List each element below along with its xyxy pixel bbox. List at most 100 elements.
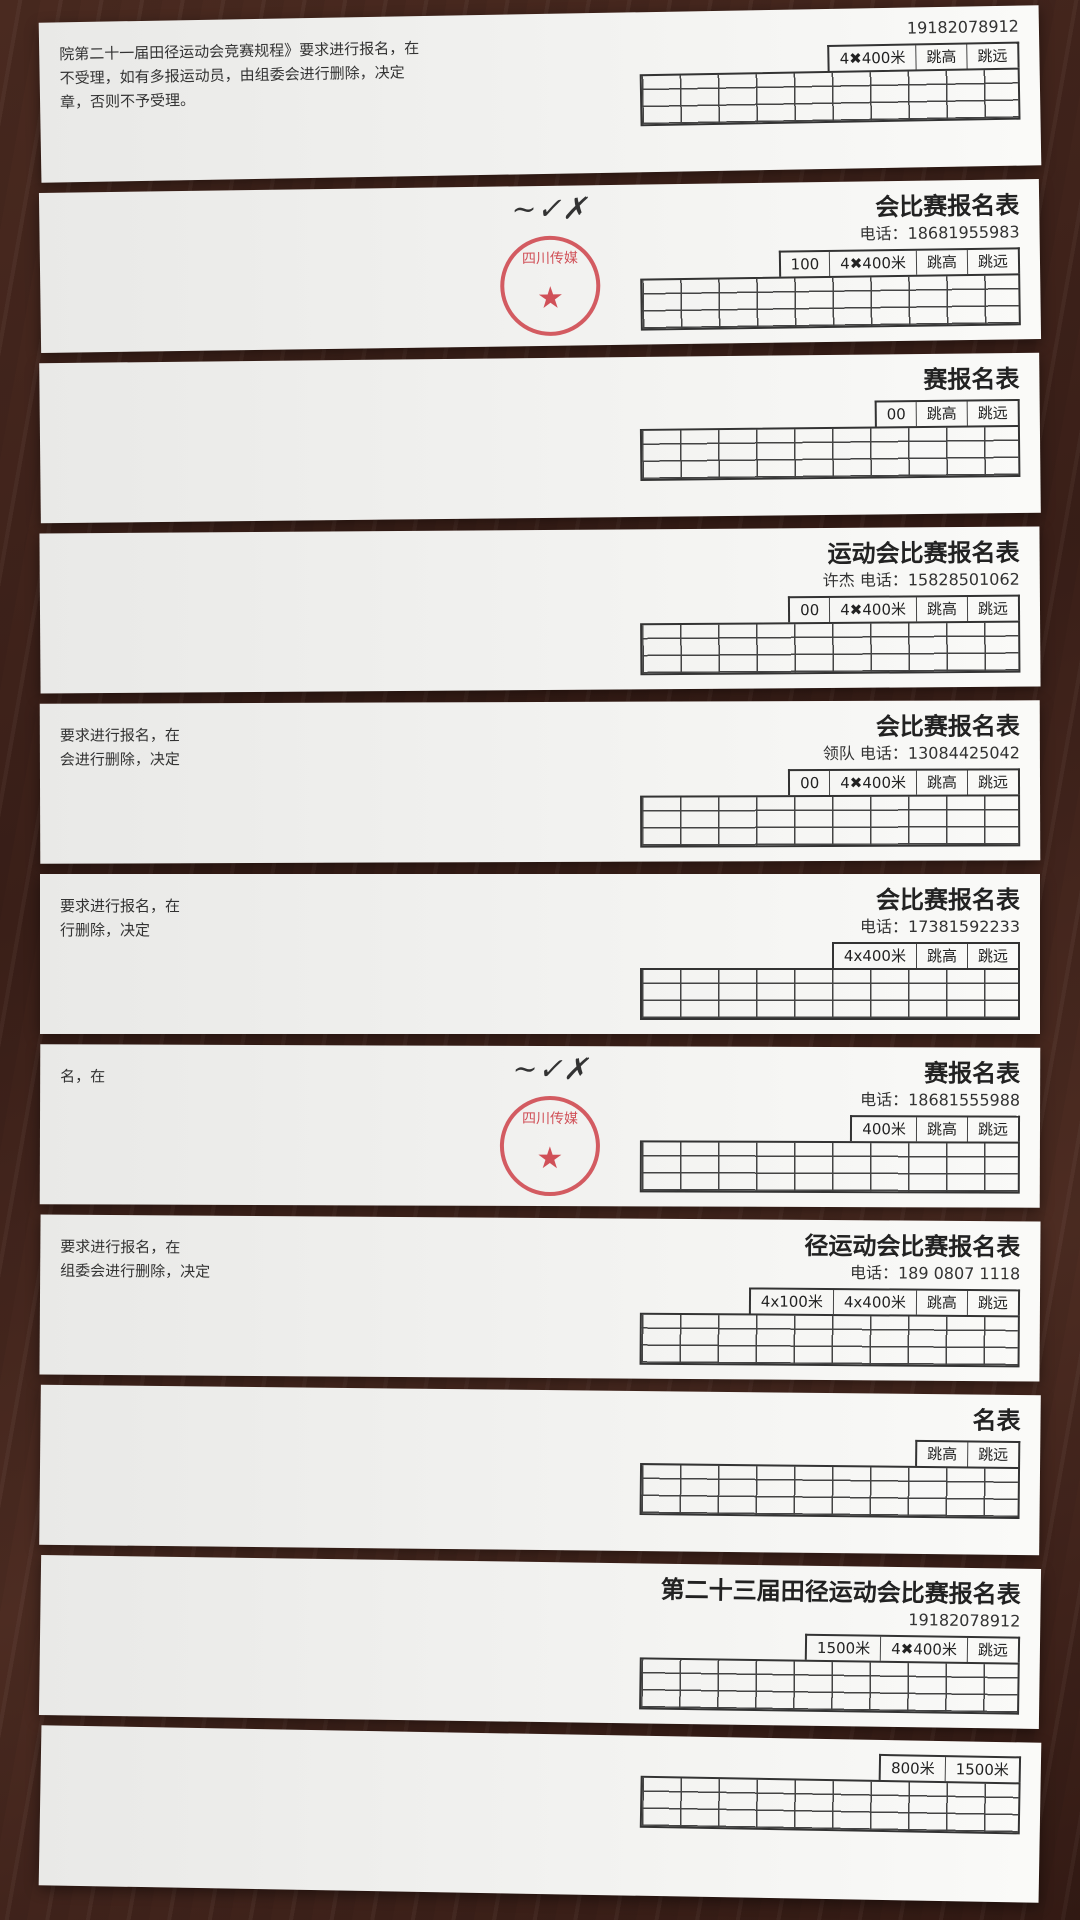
form-title: 会比赛报名表 [875, 190, 1020, 222]
note-line: 名，在 [60, 1067, 106, 1086]
form-header: 径运动会比赛报名表 电话：189 0807 1118 4x100米 4x400米 跳高跳… [620, 1229, 1021, 1368]
note-line: 行删除，决定 [60, 921, 151, 939]
table-header-cell: 800米 [890, 1759, 935, 1778]
entry-table [639, 424, 1021, 481]
table-header-cells: 跳高 跳远 [915, 1439, 1021, 1468]
entry-table [640, 620, 1021, 676]
form-header: 会比赛报名表 领队 电话：13084425042 00 4✖400米 跳高 跳远 [620, 710, 1021, 848]
entry-table [639, 1775, 1021, 1835]
form-header: 运动会比赛报名表 许杰 电话：15828501062 00 4✖400米 跳高 跳远 [620, 537, 1021, 676]
stamp-area: ~✓✗ 四川传媒 ★ [470, 1050, 631, 1203]
red-official-stamp: 四川传媒 ★ [499, 235, 601, 337]
table-header-cell: 100 [790, 255, 820, 274]
form-notes: 名，在 [60, 1064, 460, 1089]
contact-phone: 许杰 电话：15828501062 [822, 569, 1020, 591]
registration-form-sheet: ~✓✗ 四川传媒 ★ 会比赛报名表 电话：18681955983 100 4✖400米 跳高跳… [38, 179, 1042, 353]
contact-phone: 电话：18681555988 [860, 1090, 1021, 1110]
form-notes: 要求进行报名，在 行删除，决定 [60, 894, 460, 942]
contact-phone: 19182078912 [908, 1610, 1021, 1631]
table-header-cell: 00 [800, 601, 820, 620]
stamp-star-icon: ★ [536, 1140, 564, 1177]
table-header-cell: 1500米 [944, 1757, 1020, 1783]
table-header-cell: 跳远 [966, 770, 1019, 795]
stamp-area: ~✓✗ 四川传媒 ★ [469, 189, 631, 343]
form-header: 赛报名表 电话：18681555988 400米 跳高 跳远 [620, 1056, 1021, 1194]
note-line: 组委会进行删除，决定 [60, 1261, 211, 1281]
stamp-lettering: 四川传媒 [521, 250, 579, 268]
form-header: 会比赛报名表 电话：17381592233 4x400米 跳高 跳远 [620, 884, 1020, 1020]
table-header-cell: 400米 [862, 1120, 906, 1139]
table-header-cells: 00 4✖400米 跳高 跳远 [788, 594, 1021, 623]
handwritten-signature: ~✓✗ [511, 191, 588, 228]
contact-phone: 电话：18681955983 [859, 222, 1020, 244]
red-official-stamp: 四川传媒 ★ [499, 1095, 601, 1197]
form-title: 会比赛报名表 [875, 711, 1020, 741]
table-header-cells: 1500米 4✖400米 跳远 [804, 1633, 1021, 1663]
contact-phone: 19182078912 [906, 16, 1020, 38]
table-header-cell: 跳远 [966, 1290, 1019, 1316]
form-notes: 院第二十一届田径运动会竞赛规程》要求进行报名，在 不受理，如有多报运动员，由组委会… [59, 35, 460, 114]
registration-form-sheet: 800米 1500米 [38, 1725, 1042, 1903]
form-title: 赛报名表 [923, 363, 1020, 394]
table-header-cell: 4✖400米 [829, 250, 917, 276]
entry-table [639, 1657, 1020, 1715]
registration-form-sheet: 运动会比赛报名表 许杰 电话：15828501062 00 4✖400米 跳高 跳远 [39, 526, 1041, 694]
registration-form-sheet: 名表 跳高 跳远 [39, 1384, 1041, 1556]
table-header-cell: 跳高 [915, 44, 967, 70]
table-header-cell: 跳远 [966, 43, 1018, 69]
table-header-cells: 00 跳高 跳远 [874, 398, 1020, 427]
contact-phone: 电话：189 0807 1118 [849, 1263, 1021, 1284]
handwritten-signature: ~✓✗ [512, 1051, 588, 1088]
form-title: 会比赛报名表 [876, 885, 1020, 914]
form-title: 运动会比赛报名表 [827, 537, 1020, 568]
form-title: 赛报名表 [924, 1058, 1021, 1088]
contact-phone: 领队 电话：13084425042 [822, 743, 1020, 764]
table-header-cell: 4x400米 [843, 947, 906, 965]
note-line: 要求进行报名，在 [60, 1237, 181, 1257]
table-header-cell: 跳高 [915, 944, 967, 968]
table-header-cell: 跳远 [967, 1442, 1019, 1468]
table-header-cells: 00 4✖400米 跳高 跳远 [788, 768, 1021, 796]
table-header-cell: 跳高 [915, 597, 968, 622]
entry-table [639, 1140, 1020, 1194]
entry-table [640, 968, 1020, 1020]
registration-form-sheet: 要求进行报名，在 行删除，决定 会比赛报名表电话：17381592233 4x400米… [40, 874, 1040, 1034]
table-header-cell: 00 [886, 405, 906, 424]
form-header: 名表 跳高 跳远 [620, 1401, 1021, 1520]
table-header-cell: 4✖400米 [829, 770, 917, 795]
table-header-cell: 4✖400米 [880, 1636, 968, 1662]
note-line: 要求进行报名，在 [59, 726, 180, 745]
table-header-cell: 跳远 [966, 400, 1018, 426]
table-header-cells: 800米 1500米 [878, 1753, 1022, 1783]
form-title: 径运动会比赛报名表 [804, 1230, 1021, 1262]
form-notes: 要求进行报名，在组委会进行删除，决定 [60, 1235, 460, 1286]
form-title: 第二十三届田径运动会比赛报名表 [660, 1574, 1021, 1609]
table-header-cell: 4✖400米 [839, 48, 906, 68]
form-header: 19182078912 4✖400米 跳高 跳远 [619, 16, 1021, 127]
note-line: 会进行删除，决定 [59, 750, 180, 769]
stamp-lettering: 四川传媒 [521, 1110, 579, 1128]
entry-table [640, 273, 1021, 331]
table-header-cell: 4x400米 [832, 1290, 917, 1315]
registration-form-sheet: 要求进行报名，在组委会进行删除，决定 径运动会比赛报名表 电话：189 0807 1… [39, 1214, 1041, 1382]
note-line: 要求进行报名，在 [60, 897, 181, 915]
contact-phone: 电话：17381592233 [860, 917, 1020, 936]
table-header-cells: 4x100米 4x400米 跳高 跳远 [748, 1287, 1021, 1316]
table-header-cell: 4✖400米 [829, 597, 917, 622]
entry-table [639, 1463, 1021, 1520]
table-header-cell: 1500米 [816, 1638, 871, 1658]
entry-table [640, 794, 1021, 848]
table-header-cells: 4✖400米 跳高 跳远 [827, 41, 1020, 71]
registration-form-sheet: 要求进行报名，在 会进行删除，决定 会比赛报名表 领队 电话：13084425042 0… [39, 700, 1041, 864]
table-header-cell: 4x100米 [760, 1292, 823, 1311]
form-header: 800米 1500米 [620, 1745, 1022, 1835]
table-header-cell: 跳高 [915, 401, 967, 427]
entry-table [639, 1312, 1020, 1368]
table-header-cell: 跳高 [927, 1445, 958, 1464]
entry-table [639, 67, 1021, 127]
table-header-cell: 跳远 [966, 249, 1019, 275]
table-header-cell: 跳高 [915, 770, 968, 795]
form-header: 赛报名表 00 跳高 跳远 [619, 363, 1021, 481]
registration-form-sheet: 第二十三届田径运动会比赛报名表 19182078912 1500米 4✖400米 跳远 [38, 1555, 1042, 1729]
